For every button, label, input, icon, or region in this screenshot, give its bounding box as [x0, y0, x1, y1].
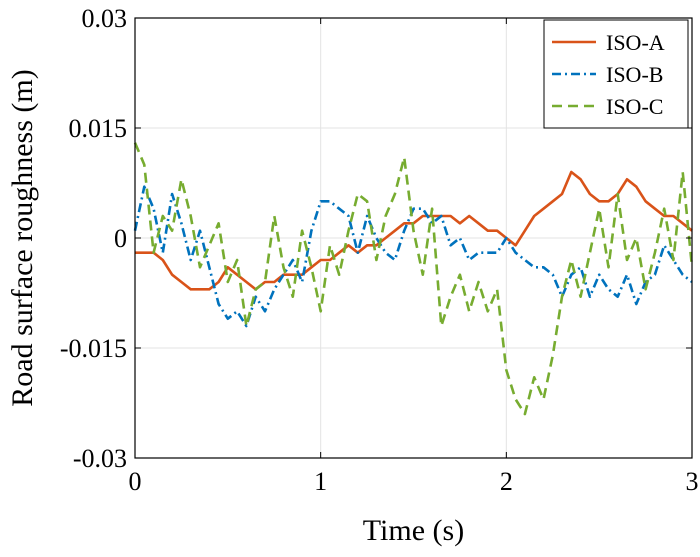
series-line-iso-b — [133, 185, 693, 328]
y-axis-label: Road surface roughness (m) — [6, 69, 39, 406]
y-tick-label: 0.03 — [82, 4, 128, 33]
legend-label: ISO-B — [606, 62, 663, 87]
x-axis-label: Time (s) — [363, 514, 464, 547]
grid — [135, 18, 692, 458]
x-tick-label: 0 — [129, 467, 142, 496]
legend: ISO-A ISO-B ISO-C — [543, 19, 689, 129]
legend-label: ISO-A — [606, 30, 665, 55]
x-tick-label: 1 — [314, 467, 327, 496]
series-line-iso-c — [133, 142, 694, 416]
y-tick-label: -0.03 — [73, 444, 127, 473]
x-tick-label: 3 — [686, 467, 699, 496]
legend-label: ISO-C — [606, 94, 663, 119]
tick-labels: 0 1 2 3 -0.03 -0.015 0 0.015 0.03 — [60, 4, 699, 496]
y-tick-label: 0.015 — [69, 114, 128, 143]
y-tick-label: 0 — [114, 224, 127, 253]
series-lines — [133, 142, 694, 416]
legend-box — [543, 19, 689, 129]
axis-ticks — [134, 17, 693, 459]
y-tick-label: -0.015 — [60, 334, 127, 363]
x-tick-label: 2 — [500, 467, 513, 496]
